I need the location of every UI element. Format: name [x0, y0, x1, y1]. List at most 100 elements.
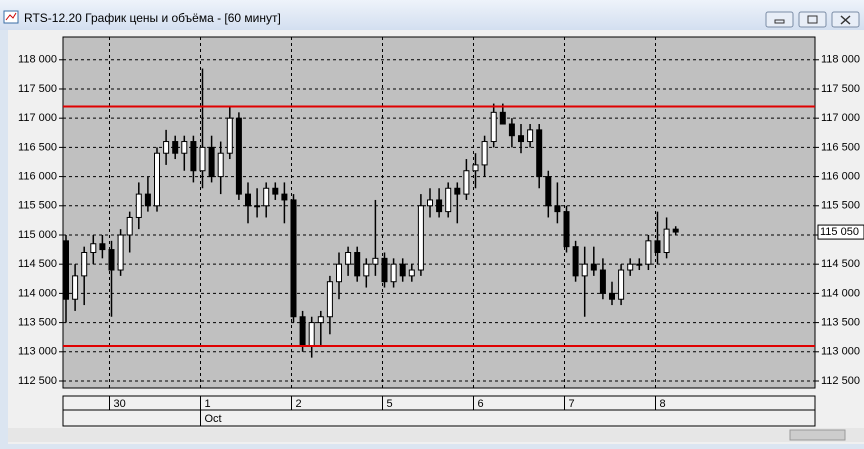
y2-tick-label: 115 500	[821, 200, 860, 212]
x-tick-label: 5	[387, 398, 393, 410]
y2-tick-label: 116 000	[821, 170, 860, 182]
candle-body	[281, 193, 288, 201]
y2-tick-label: 114 000	[821, 287, 860, 299]
candle-body	[290, 199, 297, 318]
candle-body	[454, 187, 461, 195]
last-price-box	[817, 224, 864, 240]
y2-tick-label: 118 000	[821, 54, 860, 66]
candle-body	[263, 187, 270, 207]
y2-tick-label: 114 500	[821, 258, 860, 270]
candle-body	[72, 275, 79, 300]
candle-body	[63, 240, 69, 300]
candle-body	[436, 199, 443, 213]
candle-body	[144, 193, 151, 207]
candle-body	[554, 205, 561, 213]
candle-body	[108, 249, 115, 271]
maximize-button[interactable]	[798, 11, 827, 28]
candle-body	[345, 252, 352, 265]
candle-body	[417, 205, 424, 271]
y-tick-label: 118 000	[18, 54, 57, 66]
candle-body	[545, 176, 552, 207]
candle-body	[518, 135, 524, 143]
close-icon	[840, 15, 851, 25]
y-tick-label: 113 500	[18, 316, 57, 328]
candle-body	[590, 263, 597, 271]
candle-body	[572, 246, 579, 277]
candle-body	[372, 257, 379, 265]
y-tick-label: 114 500	[18, 258, 57, 270]
candle-body	[636, 263, 643, 266]
candle-body	[90, 243, 97, 254]
candle-body	[354, 252, 361, 277]
candle-body	[472, 164, 479, 172]
candle-body	[317, 316, 324, 324]
app-icon	[3, 10, 19, 24]
y-tick-label: 117 000	[18, 112, 57, 124]
candle-body	[563, 211, 570, 248]
candle-body	[126, 216, 133, 236]
candle-body	[390, 263, 397, 283]
candle-body	[609, 292, 615, 300]
candle-body	[208, 146, 215, 178]
window-title: RTS-12.20 График цены и объёма - [60 мин…	[24, 11, 281, 25]
candle-body	[499, 111, 506, 125]
x-axis-box	[62, 395, 816, 427]
candle-body	[399, 263, 406, 277]
candle-body	[445, 187, 452, 213]
candle-body	[536, 129, 543, 178]
y2-tick-label: 113 000	[821, 346, 860, 358]
y-tick-label: 115 000	[18, 229, 57, 241]
y2-tick-label: 113 500	[821, 316, 860, 328]
x-tick-label: 1	[205, 398, 211, 410]
title-bar	[0, 0, 864, 30]
y2-tick-label: 112 500	[821, 375, 860, 387]
candle-body	[245, 193, 251, 207]
candle-body	[217, 152, 224, 178]
candle-body	[81, 252, 88, 277]
candle-body	[408, 269, 415, 277]
candle-body	[381, 257, 388, 283]
candle-body	[99, 243, 106, 251]
candle-body	[190, 141, 197, 172]
last-price-label: 115 050	[820, 226, 859, 238]
app-icon-line	[5, 12, 17, 21]
maximize-icon	[807, 15, 818, 24]
y-tick-label: 112 500	[18, 375, 57, 387]
candle-body	[663, 228, 670, 254]
candle-body	[135, 193, 142, 218]
y2-tick-label: 117 500	[821, 83, 860, 95]
candle-body	[599, 269, 606, 294]
candle-body	[299, 316, 306, 347]
candle-body	[326, 281, 333, 318]
candle-body	[181, 141, 188, 154]
x-tick-label: 2	[296, 398, 302, 410]
x-tick-label: 30	[114, 398, 126, 410]
candle-body	[672, 228, 679, 233]
y2-tick-label: 116 500	[821, 141, 860, 153]
x-tick-label: 6	[478, 398, 484, 410]
month-label: Oct	[205, 413, 222, 425]
y-tick-label: 114 000	[18, 287, 57, 299]
candle-body	[645, 240, 652, 265]
y-tick-label: 113 000	[18, 346, 57, 358]
candle-body	[172, 141, 179, 154]
scroll-thumb[interactable]	[789, 429, 846, 441]
scrollbar[interactable]	[8, 428, 864, 442]
candle-body	[427, 199, 433, 207]
candle-body	[627, 263, 634, 271]
y-tick-label: 116 500	[18, 141, 57, 153]
candle-body	[308, 322, 315, 347]
candle-body	[508, 123, 515, 137]
y-tick-label: 115 500	[18, 200, 57, 212]
x-tick-label: 8	[660, 398, 666, 410]
candle-body	[581, 263, 588, 277]
candle-body	[154, 152, 160, 207]
candle-body	[336, 263, 342, 283]
candle-body	[490, 111, 497, 143]
candle-body	[527, 129, 534, 143]
candle-body	[199, 146, 206, 172]
y-tick-label: 116 000	[18, 170, 57, 182]
plot: 112 500 112 500 113 000 113 000 113 500 113 5…	[18, 37, 864, 426]
